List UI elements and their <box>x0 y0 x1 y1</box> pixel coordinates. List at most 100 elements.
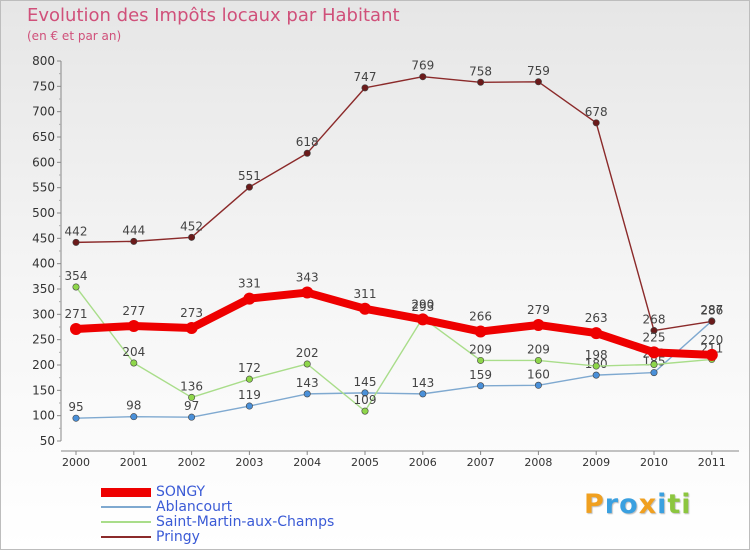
y-tick-label: 650 <box>32 130 55 144</box>
data-label: 769 <box>411 59 434 73</box>
data-label: 143 <box>296 376 319 390</box>
data-label: 172 <box>238 361 261 375</box>
logo-letter: i <box>681 489 692 520</box>
legend-swatch <box>101 487 151 497</box>
data-label: 119 <box>238 388 261 402</box>
chart-subtitle: (en € et par an) <box>27 29 122 43</box>
y-tick-label: 350 <box>32 282 55 296</box>
data-label: 159 <box>469 368 492 382</box>
y-tick-label: 250 <box>32 333 55 347</box>
data-label: 331 <box>238 277 261 291</box>
data-point <box>477 382 485 390</box>
data-point <box>188 413 196 421</box>
data-point <box>419 73 427 81</box>
data-point <box>303 149 311 157</box>
data-point <box>474 325 487 338</box>
proxiti-logo: Proxiti <box>584 489 692 520</box>
data-point <box>243 292 256 305</box>
y-tick-label: 100 <box>32 409 55 423</box>
data-label: 747 <box>354 70 377 84</box>
data-label: 452 <box>180 219 203 233</box>
data-label: 160 <box>527 367 550 381</box>
data-point <box>592 362 600 370</box>
legend-swatch <box>101 521 151 523</box>
series-songy: 271 277 273 331 343 311 290 266 279 263 225 220 <box>65 271 723 361</box>
data-label: 293 <box>411 300 434 314</box>
y-tick-label: 550 <box>32 181 55 195</box>
x-tick-label: 2001 <box>120 456 148 469</box>
data-label: 97 <box>184 399 199 413</box>
data-point <box>590 327 603 340</box>
data-point <box>188 393 196 401</box>
data-label: 202 <box>296 346 319 360</box>
data-label: 273 <box>180 306 203 320</box>
legend-item: SONGY <box>101 485 421 500</box>
data-point <box>650 327 658 335</box>
data-point <box>301 286 314 299</box>
y-tick-label: 200 <box>32 358 55 372</box>
data-point <box>650 369 658 377</box>
legend-item: Saint-Martin-aux-Champs <box>101 515 421 530</box>
y-tick-label: 500 <box>32 206 55 220</box>
y-tick-label: 400 <box>32 257 55 271</box>
y-tick-label: 150 <box>32 383 55 397</box>
x-tick-label: 2006 <box>409 456 437 469</box>
data-label: 220 <box>700 333 723 347</box>
data-label: 271 <box>65 307 88 321</box>
data-label: 204 <box>122 345 145 359</box>
data-point <box>130 413 138 421</box>
data-point <box>72 283 80 291</box>
x-tick-label: 2010 <box>640 456 668 469</box>
x-tick-label: 2009 <box>582 456 610 469</box>
legend-item: Ablancourt <box>101 500 421 515</box>
x-tick-label: 2005 <box>351 456 379 469</box>
legend-label: Ablancourt <box>156 499 233 515</box>
data-label: 354 <box>65 269 88 283</box>
data-point <box>534 78 542 86</box>
data-point <box>361 389 369 397</box>
y-tick-label: 50 <box>40 434 55 448</box>
data-label: 209 <box>527 342 550 356</box>
legend-swatch <box>101 536 151 538</box>
series-line <box>75 320 713 419</box>
data-point <box>127 319 140 332</box>
legend-swatch <box>101 506 151 508</box>
series-line <box>75 76 712 332</box>
data-label: 109 <box>354 393 377 407</box>
data-point <box>185 322 198 335</box>
data-point <box>416 313 429 326</box>
data-label: 290 <box>411 297 434 311</box>
data-label: 209 <box>469 342 492 356</box>
data-point <box>592 119 600 127</box>
x-tick-label: 2003 <box>235 456 263 469</box>
data-label: 444 <box>122 223 145 237</box>
data-point <box>534 381 542 389</box>
data-label: 263 <box>585 311 608 325</box>
data-label: 286 <box>700 303 723 317</box>
legend-item: Pringy <box>101 530 421 545</box>
data-point <box>245 183 253 191</box>
data-point <box>532 318 545 331</box>
y-tick-label: 300 <box>32 307 55 321</box>
data-point <box>708 317 716 325</box>
chart-title: Evolution des Impôts locaux par Habitant <box>27 5 400 26</box>
data-point <box>592 371 600 379</box>
data-point <box>477 78 485 86</box>
logo-letter: t <box>667 489 682 520</box>
data-label: 442 <box>65 224 88 238</box>
data-point <box>361 407 369 415</box>
logo-letter: i <box>657 489 668 520</box>
data-label: 618 <box>296 135 319 149</box>
data-label: 98 <box>126 399 141 413</box>
data-label: 268 <box>643 313 666 327</box>
data-label: 95 <box>68 400 83 414</box>
y-tick-label: 700 <box>32 105 55 119</box>
x-tick-label: 2011 <box>698 456 726 469</box>
x-tick-label: 2007 <box>467 456 495 469</box>
data-label: 277 <box>122 304 145 318</box>
data-point <box>72 414 80 422</box>
data-point <box>359 302 371 315</box>
logo-letter: P <box>584 489 605 520</box>
